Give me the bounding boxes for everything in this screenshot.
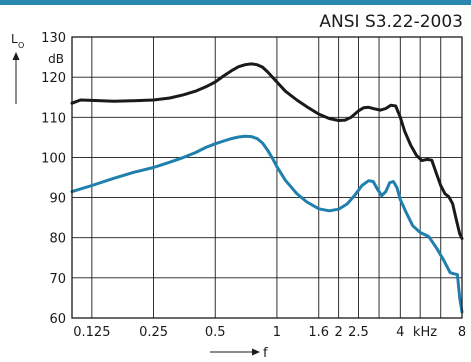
y-tick-label: 110	[41, 111, 66, 126]
x-tick-label: 8	[458, 325, 466, 340]
y-label-sub: O	[18, 41, 24, 50]
grid	[72, 37, 462, 318]
x-tick-label: 0.25	[139, 325, 168, 340]
y-tick-label: 120	[41, 71, 66, 86]
x-ticks: 0.125 0.25 0.5 1 1.6 2 2.5 4 8	[73, 325, 466, 340]
x-tick-label: 1.6	[308, 325, 329, 340]
series-line-blue	[70, 134, 464, 314]
x-arrow-head	[252, 348, 260, 356]
y-axis-label: L O	[11, 32, 24, 50]
y-axis-arrow	[12, 52, 20, 104]
plot-frame	[71, 36, 463, 319]
y-tick-label: 60	[49, 312, 66, 327]
x-tick-label: 2.5	[348, 325, 369, 340]
y-tick-label: 70	[49, 272, 66, 287]
y-tick-label: 130	[41, 31, 66, 46]
x-tick-label: 2	[334, 325, 342, 340]
header-bar	[0, 0, 471, 5]
x-axis-label: f	[263, 346, 268, 361]
chart-title: ANSI S3.22-2003	[319, 12, 463, 32]
y-ticks: 60 70 80 90 100 110 120 130	[41, 31, 66, 327]
series-line-black	[70, 62, 464, 240]
series-layer	[70, 62, 464, 314]
y-unit-label: dB	[48, 52, 64, 66]
y-tick-label: 100	[41, 151, 66, 166]
x-axis-arrow	[210, 348, 260, 356]
y-tick-label: 80	[49, 232, 66, 247]
y-tick-label: 90	[49, 192, 66, 207]
y-label-main: L	[11, 32, 18, 46]
x-unit-label: kHz	[413, 325, 437, 340]
x-tick-label: 4	[396, 325, 404, 340]
y-arrow-head	[12, 52, 20, 60]
x-tick-label: 0.125	[73, 325, 110, 340]
x-tick-label: 0.5	[205, 325, 226, 340]
x-tick-label: 1	[273, 325, 281, 340]
